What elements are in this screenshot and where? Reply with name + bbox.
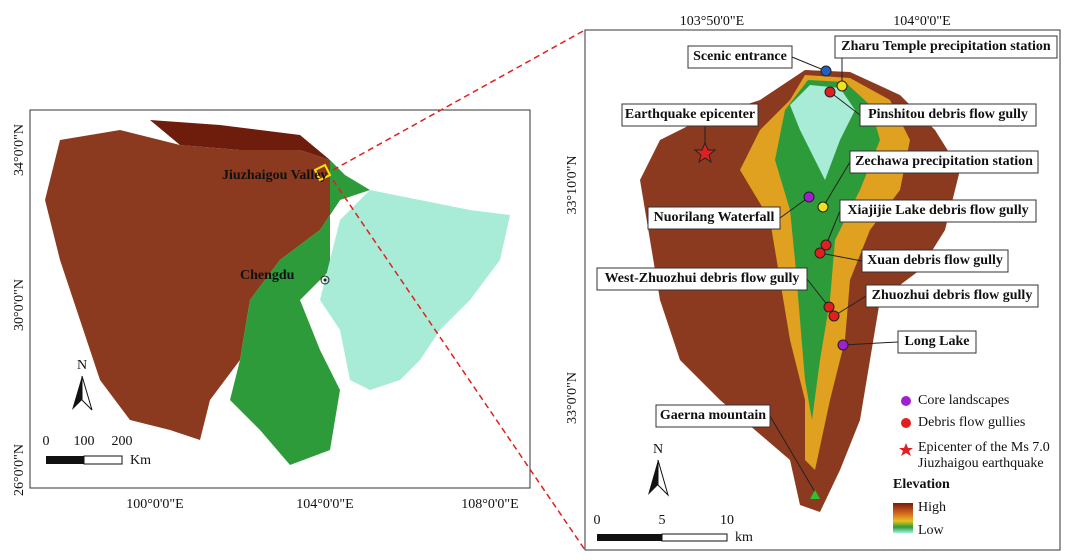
station-marker: [817, 201, 829, 213]
leader-line: [829, 91, 861, 116]
callout-label: Xuan debris flow gully: [867, 253, 1003, 268]
connector: [332, 29, 586, 171]
scale-label: 100: [74, 434, 95, 449]
legend-label: Debris flow gullies: [918, 415, 1025, 430]
legend-marker: [901, 418, 911, 428]
callout-box: [839, 199, 1037, 223]
callout-box: [687, 45, 793, 69]
connector: [332, 179, 586, 551]
callout-label: Xiajijie Lake debris flow gully: [847, 203, 1028, 218]
landscape-marker: [803, 191, 815, 203]
gully-marker: [814, 247, 826, 259]
north-label: N: [653, 442, 663, 457]
leader-line: [842, 341, 899, 346]
callout-label: Zharu Temple precipitation station: [841, 39, 1051, 54]
callout-label: Nuorilang Waterfall: [654, 210, 775, 225]
scale-label: 5: [659, 513, 666, 528]
legend-label: Jiuzhaigou earthquake: [918, 456, 1044, 471]
chengdu-marker: [320, 275, 330, 285]
lon-label: 104°0'0"E: [893, 14, 950, 29]
legend-label: Epicenter of the Ms 7.0: [918, 440, 1050, 455]
leader-line: [791, 56, 827, 72]
callout-box: [849, 150, 1039, 174]
north-arrow: [648, 460, 658, 495]
leader-line: [769, 415, 816, 493]
landscape-marker: [837, 339, 849, 351]
scenic-entrance-marker: [820, 65, 832, 77]
lat-label: 33°10'0"N: [565, 156, 580, 215]
callout-label: Earthquake epicenter: [625, 107, 755, 122]
scale-bar: [83, 455, 123, 465]
scale-unit: Km: [130, 453, 151, 468]
leader-line: [819, 252, 863, 262]
scale-bar: [597, 534, 662, 541]
scale-unit: km: [735, 530, 753, 545]
north-arrow: [72, 376, 82, 410]
north-arrow: [81, 375, 93, 411]
scale-label: 10: [720, 513, 734, 528]
scale-bar: [46, 456, 84, 464]
lat-label: 30°0'0"N: [12, 279, 27, 331]
north-arrow: [657, 459, 670, 497]
scale-label: 0: [43, 434, 50, 449]
lat-label: 34°0'0"N: [12, 124, 27, 176]
leader-line: [825, 210, 841, 246]
legend-label: Core landscapes: [918, 393, 1009, 408]
lon-label: 104°0'0"E: [296, 497, 353, 512]
elevation-low: Low: [918, 523, 945, 538]
elevation-ramp: [893, 503, 913, 533]
gully-marker: [828, 310, 840, 322]
callout-label: Zechawa precipitation station: [855, 154, 1033, 169]
lon-label: 103°50'0"E: [680, 14, 744, 29]
callout-box: [861, 249, 1009, 273]
callout-box: [647, 206, 781, 230]
callout-label: Pinshitou debris flow gully: [868, 107, 1028, 122]
leader-line: [806, 278, 830, 308]
callout-label: West-Zhuozhui debris flow gully: [605, 271, 800, 286]
station-marker: [836, 80, 848, 92]
chengdu-dot: [323, 278, 327, 282]
gully-marker: [820, 239, 832, 251]
callout-box: [859, 103, 1037, 127]
transition-zone: [230, 160, 370, 465]
callout-box: [897, 330, 977, 354]
callout-box: [621, 103, 759, 127]
scale-bar: [661, 533, 728, 542]
leader-line: [822, 161, 851, 208]
mountain-marker: [810, 490, 820, 499]
place-label: Jiuzhaigou Valley: [222, 168, 327, 183]
callout-box: [834, 35, 1058, 59]
legend-marker: [899, 443, 913, 456]
scale-label: 200: [112, 434, 133, 449]
gully-marker: [824, 86, 836, 98]
leader-line: [833, 295, 867, 317]
place-label: Chengdu: [240, 268, 295, 283]
callout-label: Long Lake: [905, 334, 970, 349]
elevation-title: Elevation: [893, 477, 950, 492]
callout-label: Zhuozhui debris flow gully: [872, 288, 1033, 303]
elevation-high: High: [918, 500, 946, 515]
callout-box: [655, 404, 771, 428]
legend-marker: [901, 396, 911, 406]
callout-label: Scenic entrance: [693, 49, 787, 64]
western-highlands: [45, 130, 340, 440]
callout-box: [865, 284, 1039, 308]
north-label: N: [77, 358, 87, 373]
lon-label: 100°0'0"E: [126, 497, 183, 512]
northern-highlands: [150, 120, 330, 160]
gully-marker: [823, 301, 835, 313]
leader-line: [779, 196, 810, 219]
lat-label: 26°0'0"N: [12, 444, 27, 496]
lake-area: [790, 85, 855, 180]
sichuan-basin: [320, 190, 510, 390]
lon-label: 108°0'0"E: [461, 497, 518, 512]
lat-label: 33°0'0"N: [565, 372, 580, 424]
epicenter-marker: [693, 141, 717, 164]
jiuzhaigou-outline: [313, 163, 332, 182]
scale-label: 0: [594, 513, 601, 528]
callout-label: Gaerna mountain: [660, 408, 766, 423]
callout-box: [596, 267, 808, 291]
callouts: Scenic entrance Zharu Temple precipitatio…: [596, 35, 1058, 493]
